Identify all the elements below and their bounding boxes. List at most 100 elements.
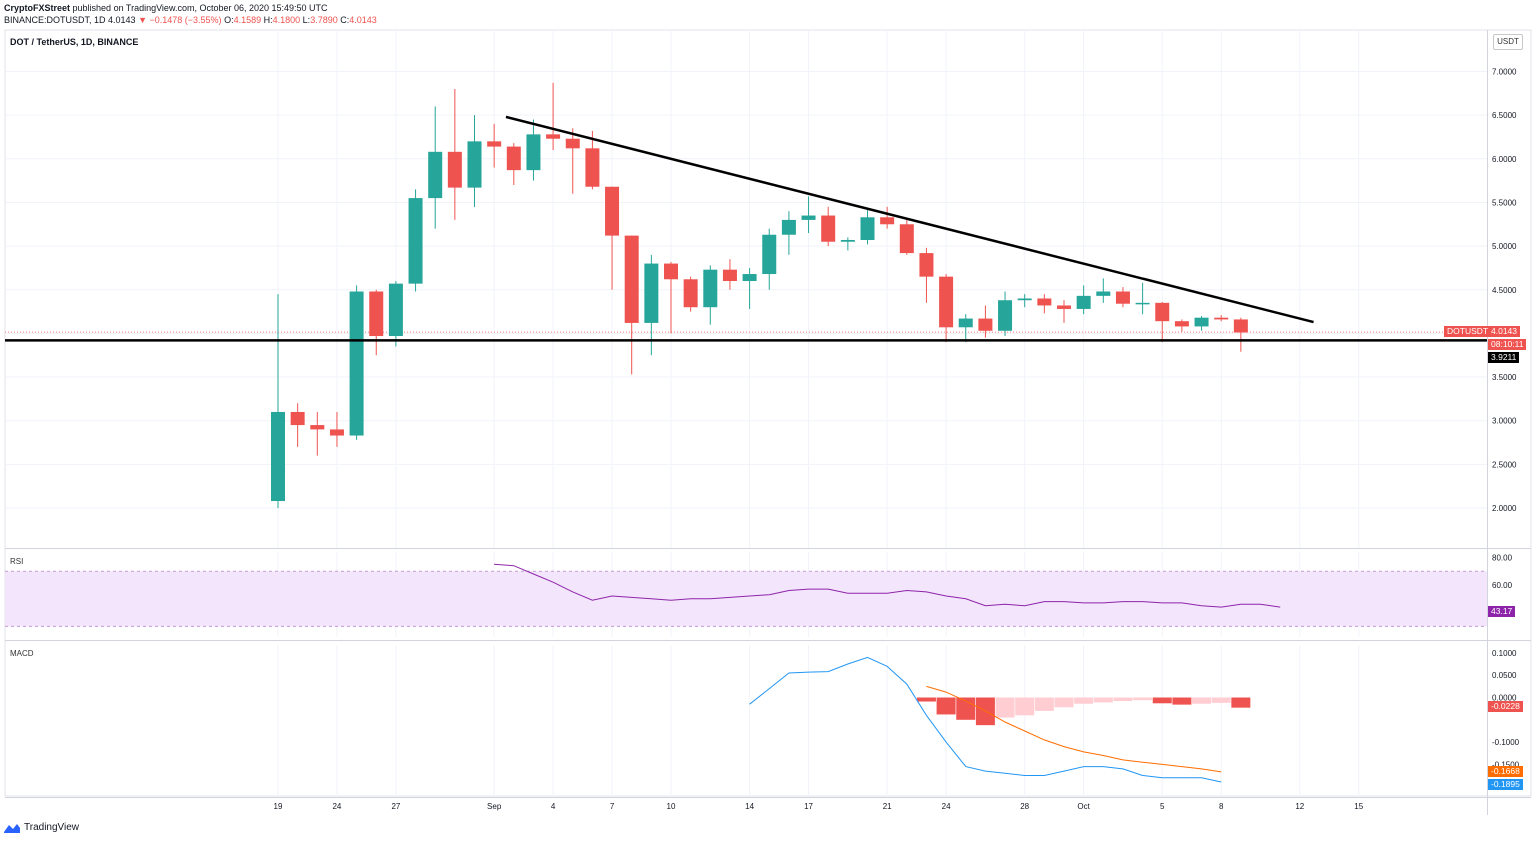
candle-body bbox=[290, 411, 305, 426]
candle-body bbox=[958, 318, 973, 328]
time-tick-label: 5 bbox=[1160, 802, 1165, 811]
candle bbox=[526, 119, 541, 181]
candle-body bbox=[428, 151, 443, 199]
footer-brand-text: TradingView bbox=[24, 822, 80, 833]
candle-body bbox=[683, 279, 698, 308]
time-tick-label: 19 bbox=[274, 802, 283, 811]
ohlc-high: 4.1800 bbox=[272, 15, 301, 25]
candle bbox=[762, 228, 777, 290]
candle-body bbox=[998, 300, 1013, 331]
support-price-tag-value: 3.9211 bbox=[1491, 352, 1517, 362]
candle-body bbox=[742, 274, 757, 282]
time-tick-label: Sep bbox=[487, 802, 502, 811]
candle-body bbox=[467, 141, 482, 188]
candle bbox=[428, 106, 443, 229]
macd-hist-value: -0.0228 bbox=[1491, 701, 1520, 711]
candle-body bbox=[1076, 295, 1091, 309]
ticker: BINANCE:DOTUSDT, 1D bbox=[4, 15, 106, 25]
candle bbox=[546, 82, 561, 151]
time-tick-label: 7 bbox=[610, 802, 615, 811]
rsi-line bbox=[494, 563, 1281, 608]
candle bbox=[781, 211, 796, 255]
candle bbox=[1155, 301, 1170, 343]
candle bbox=[722, 259, 737, 290]
candle-body bbox=[1096, 291, 1111, 296]
macd-histogram-bar bbox=[1113, 697, 1133, 702]
candle bbox=[1194, 315, 1209, 331]
candle bbox=[1115, 287, 1130, 308]
candle bbox=[447, 88, 462, 220]
last-price: 4.0143 bbox=[108, 15, 136, 25]
time-tick-label: 24 bbox=[332, 802, 341, 811]
macd-histogram-bar bbox=[1074, 697, 1094, 704]
macd-histogram-bar bbox=[1054, 697, 1074, 708]
rsi-value-tag: 43.17 bbox=[1488, 606, 1516, 617]
candle-body bbox=[1174, 321, 1189, 327]
candle bbox=[703, 265, 718, 325]
candle-body bbox=[1115, 291, 1130, 304]
ticker-line: BINANCE:DOTUSDT, 1D 4.0143 ▼ −0.1478 (−3… bbox=[4, 15, 377, 25]
candle bbox=[899, 219, 914, 255]
candle bbox=[271, 294, 285, 508]
candle-body bbox=[585, 148, 600, 187]
ohlc-close-label: C: bbox=[340, 15, 350, 25]
candle-body bbox=[624, 235, 639, 323]
time-tick-label: 28 bbox=[1020, 802, 1029, 811]
chart-frame bbox=[4, 29, 1532, 797]
candle bbox=[290, 403, 305, 447]
price-tick-label: 6.0000 bbox=[1492, 155, 1517, 164]
candle bbox=[487, 123, 502, 168]
candle-body bbox=[271, 411, 285, 502]
candle-body bbox=[369, 291, 384, 337]
macd-histogram-bar bbox=[936, 697, 956, 715]
last-price-tag-value: 4.0143 bbox=[1491, 326, 1517, 336]
currency-badge[interactable]: USDT bbox=[1493, 34, 1523, 50]
macd-tick-label: 0.0500 bbox=[1492, 671, 1517, 680]
candle bbox=[506, 143, 521, 185]
candle-body bbox=[880, 217, 895, 225]
candle-body bbox=[821, 215, 836, 242]
macd-histogram-bar bbox=[995, 697, 1015, 718]
candle-body bbox=[408, 198, 423, 284]
candle bbox=[1037, 294, 1052, 314]
candle-body bbox=[1135, 302, 1150, 305]
macd-label: MACD bbox=[10, 649, 34, 658]
ohlc-low-label: L: bbox=[302, 15, 311, 25]
candle bbox=[958, 314, 973, 343]
rsi-tick-label: 80.00 bbox=[1492, 553, 1513, 562]
publisher-name[interactable]: CryptoFXStreet bbox=[4, 3, 71, 13]
candle-body bbox=[644, 263, 659, 323]
candle-body bbox=[1214, 317, 1229, 320]
candle-body bbox=[349, 291, 364, 436]
candle bbox=[1017, 294, 1032, 308]
candle-body bbox=[978, 318, 993, 331]
price-tick-label: 3.0000 bbox=[1492, 417, 1517, 426]
candle bbox=[1135, 282, 1150, 315]
footer-brand[interactable]: TradingView bbox=[4, 822, 79, 833]
candle-body bbox=[722, 269, 737, 282]
symbol-price-tag: DOTUSDT bbox=[1444, 326, 1492, 337]
candle-body bbox=[781, 219, 796, 235]
candle-body bbox=[310, 425, 325, 430]
candle bbox=[388, 281, 403, 347]
candle-body bbox=[1233, 319, 1248, 333]
candle-body bbox=[703, 269, 718, 308]
price-tick-label: 3.5000 bbox=[1492, 373, 1517, 382]
candle-body bbox=[506, 146, 521, 171]
macd-tick-label: -0.1000 bbox=[1492, 738, 1520, 747]
macd-histogram-bar bbox=[1192, 697, 1212, 704]
time-tick-label: 21 bbox=[883, 802, 892, 811]
candle-body bbox=[919, 253, 934, 277]
candle-body bbox=[1194, 317, 1209, 327]
candle bbox=[742, 267, 757, 309]
candle-body bbox=[840, 239, 855, 242]
candle bbox=[408, 189, 423, 292]
macd-main-line bbox=[749, 656, 1222, 783]
candle bbox=[369, 289, 384, 356]
time-tick-label: 17 bbox=[804, 802, 813, 811]
candle bbox=[683, 276, 698, 312]
candle-body bbox=[526, 134, 541, 171]
candle bbox=[821, 206, 836, 247]
macd-line-tag: -0.1895 bbox=[1488, 779, 1523, 790]
